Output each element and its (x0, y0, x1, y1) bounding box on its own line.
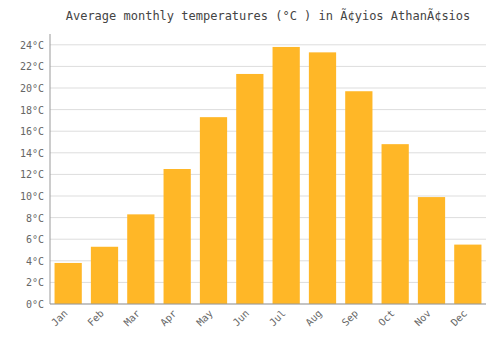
bar (91, 247, 118, 304)
y-tick-label: 2°C (26, 277, 44, 288)
x-axis: Jan Feb Mar Apr May Jun Jul Aug Sep Oct Nov Dec (49, 304, 486, 328)
y-tick-label: 16°C (20, 126, 44, 137)
y-tick-label: 18°C (20, 105, 44, 116)
y-tick-label: 0°C (26, 299, 44, 310)
page: {"chart_data": {"type": "bar", "title": … (0, 0, 500, 350)
x-tick-label: Sep (340, 308, 361, 329)
bar (200, 117, 227, 304)
title: Average monthly temperatures (°C ) in Ã¢… (66, 8, 471, 23)
x-tick-label: Apr (158, 308, 179, 329)
grid-line (50, 88, 486, 89)
y-axis: 0°C 2°C 4°C 6°C 8°C 10°C 12°C 14°C 16°C 18°C 20°C 2… (20, 34, 50, 310)
grid-line (50, 66, 486, 67)
y-tick-label: 14°C (20, 148, 44, 159)
x-tick-label: Nov (412, 308, 433, 329)
grid (50, 45, 486, 304)
y-tick-label: 10°C (20, 191, 44, 202)
x-tick-label: Mar (122, 308, 143, 329)
y-tick-label: 6°C (26, 234, 44, 245)
bar (273, 47, 300, 304)
bar (164, 169, 191, 304)
x-tick-label: Feb (85, 308, 106, 329)
bar (309, 52, 336, 304)
grid-line (50, 174, 486, 175)
grid-line (50, 196, 486, 197)
bar (345, 91, 372, 304)
grid-line (50, 109, 486, 110)
bar (418, 197, 445, 304)
y-axis-line (50, 34, 51, 304)
grid-line (50, 131, 486, 132)
y-tick-label: 24°C (20, 40, 44, 51)
x-axis-line (50, 304, 486, 305)
y-tick-label: 4°C (26, 256, 44, 267)
bar (236, 74, 263, 304)
x-tick-label: Jan (49, 308, 70, 329)
x-tick-label: Dec (449, 308, 470, 329)
x-tick-label: Oct (376, 308, 397, 329)
grid-line (50, 152, 486, 153)
y-tick-label: 20°C (20, 83, 44, 94)
bar (127, 214, 154, 304)
x-tick-label: Jun (231, 308, 252, 329)
grid-line (50, 44, 486, 45)
bar (382, 144, 409, 304)
grid-line (50, 304, 486, 305)
y-tick-label: 22°C (20, 61, 44, 72)
x-tick-label: May (194, 308, 215, 329)
chart-container: Average monthly temperatures (°C ) in Ã¢… (0, 0, 500, 350)
bars (55, 47, 482, 304)
bar (55, 263, 82, 304)
x-tick-label: Jul (267, 308, 288, 329)
y-tick-label: 8°C (26, 213, 44, 224)
chart-svg: Average monthly temperatures (°C ) in Ã¢… (0, 0, 500, 350)
bar (454, 245, 481, 304)
y-tick-label: 12°C (20, 169, 44, 180)
x-tick-label: Aug (303, 308, 324, 329)
